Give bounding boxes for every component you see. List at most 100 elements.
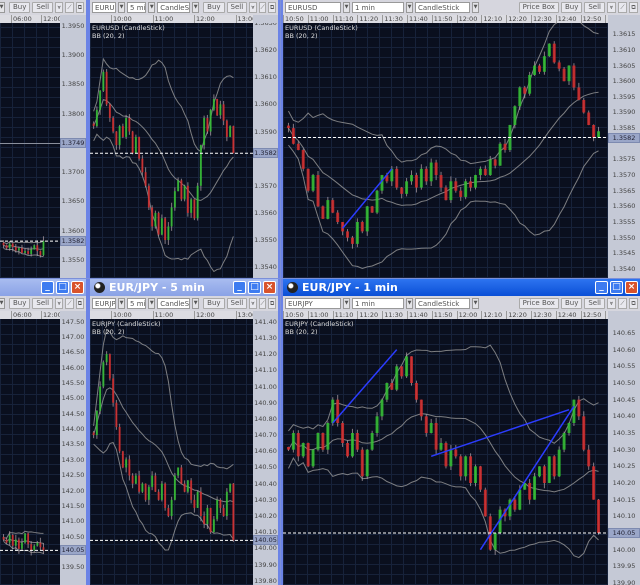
chevron-down-icon[interactable]: ▼ <box>118 298 126 309</box>
price-axis[interactable]: 1.3630 1.3620 1.3610 1.3600 1.3590 1.3570 1.35… <box>253 23 278 278</box>
line-tool-icon[interactable]: ⟋ <box>65 2 74 13</box>
price-axis[interactable]: 140.65 140.60 140.55 140.50 140.45 140.40 140.… <box>608 319 640 585</box>
candle-body <box>196 491 199 508</box>
candle-body <box>17 539 20 549</box>
chevron-down-icon[interactable]: ▼ <box>0 298 5 309</box>
bollinger-middle-band <box>93 99 234 201</box>
chart-type-select[interactable]: CandleStick <box>157 2 191 13</box>
chevron-down-icon[interactable]: ▼ <box>472 298 479 309</box>
buy-button[interactable]: Buy <box>560 298 583 309</box>
interval-select[interactable]: 1 min <box>352 298 404 309</box>
candle-body <box>141 483 144 492</box>
chevron-down-icon[interactable]: ▼ <box>148 2 156 13</box>
draw-tools-icon[interactable]: ⩔ <box>607 298 616 309</box>
detach-window-icon[interactable]: ⧉ <box>75 298 85 309</box>
symbol-select[interactable]: EURUSD <box>285 2 341 13</box>
sell-button[interactable]: Sell <box>32 2 54 13</box>
chart-window[interactable]: ▼BuySell⩔⟋⧉06:0012:001.39501.39001.38501… <box>0 0 88 278</box>
buy-button[interactable]: Buy <box>9 2 31 13</box>
sell-button[interactable]: Sell <box>584 2 605 13</box>
candle-body <box>42 241 45 256</box>
line-tool-icon[interactable]: ⟋ <box>258 298 267 309</box>
chevron-down-icon[interactable]: ▼ <box>0 2 5 13</box>
symbol-select[interactable]: EURUSD <box>92 2 117 13</box>
chevron-down-icon[interactable]: ▼ <box>118 2 126 13</box>
draw-tools-icon[interactable]: ⩔ <box>55 298 64 309</box>
chevron-down-icon[interactable]: ▼ <box>343 298 350 309</box>
interval-select[interactable]: 5 min <box>127 298 147 309</box>
chart-type-select[interactable]: CandleStick <box>415 298 470 309</box>
chart-type-select[interactable]: CandleStick <box>415 2 470 13</box>
chevron-down-icon[interactable]: ▼ <box>406 2 413 13</box>
minimize-button[interactable]: _ <box>41 281 54 294</box>
interval-select[interactable]: 5 min <box>127 2 147 13</box>
buy-button[interactable]: Buy <box>560 2 583 13</box>
buy-button[interactable]: Buy <box>9 298 31 309</box>
sell-button[interactable]: Sell <box>32 298 54 309</box>
close-button[interactable]: × <box>625 281 638 294</box>
chart-window[interactable]: EUR/JPY - 5 min_□×EURJPY▼5 min▼CandleSti… <box>88 279 280 585</box>
symbol-select[interactable]: EURJPY <box>92 298 117 309</box>
price-axis[interactable]: 1.3615 1.3610 1.3605 1.3600 1.3595 1.3590 1.35… <box>608 23 640 278</box>
price-chart[interactable]: EURJPY (CandleStick) BB (20, 2) <box>283 319 608 585</box>
candle-body <box>2 536 5 540</box>
candle-body <box>311 449 315 467</box>
close-button[interactable]: × <box>263 281 276 294</box>
candle-body <box>562 433 566 450</box>
bollinger-lower-band <box>3 247 44 258</box>
detach-window-icon[interactable]: ⧉ <box>268 298 276 309</box>
detach-window-icon[interactable]: ⧉ <box>268 2 276 13</box>
price-axis[interactable]: 147.50 147.00 146.50 146.00 145.50 145.00 144.… <box>60 319 86 585</box>
candle-body <box>341 423 345 443</box>
price-chart[interactable] <box>0 319 60 585</box>
chevron-down-icon[interactable]: ▼ <box>192 2 200 13</box>
chevron-down-icon[interactable]: ▼ <box>343 2 350 13</box>
line-tool-icon[interactable]: ⟋ <box>618 2 627 13</box>
price-chart[interactable] <box>0 23 60 278</box>
price-chart[interactable]: EURUSD (CandleStick) BB (20, 2) <box>283 23 608 278</box>
price-chart[interactable]: EURUSD (CandleStick) BB (20, 2) <box>90 23 253 278</box>
chart-window[interactable]: EUR/JPY - 1 min _ □ × EURJPY ▼ 1 min ▼ CandleSti… <box>281 279 640 585</box>
maximize-button[interactable]: □ <box>248 281 261 294</box>
sell-button[interactable]: Sell <box>226 2 248 13</box>
line-tool-icon[interactable]: ⟋ <box>65 298 74 309</box>
chart-window[interactable]: EURUSD▼5 min▼CandleStick▼BuySell⩔⟋⧉10:00… <box>88 0 280 278</box>
minimize-button[interactable]: _ <box>233 281 246 294</box>
price-axis[interactable]: 1.3950 1.3900 1.3850 1.3800 1.3700 1.3650 1.36… <box>60 23 86 278</box>
detach-window-icon[interactable]: ⧉ <box>629 298 638 309</box>
candle-body <box>296 433 300 457</box>
buy-button[interactable]: Buy <box>203 298 225 309</box>
candle-body <box>196 185 199 219</box>
price-box-button[interactable]: Price Box <box>518 2 559 13</box>
interval-select[interactable]: 1 min <box>352 2 404 13</box>
chevron-down-icon[interactable]: ▼ <box>406 298 413 309</box>
detach-window-icon[interactable]: ⧉ <box>629 2 638 13</box>
symbol-select[interactable]: EURJPY <box>285 298 341 309</box>
line-tool-icon[interactable]: ⟋ <box>618 298 627 309</box>
draw-tools-icon[interactable]: ⩔ <box>249 2 257 13</box>
close-button[interactable]: × <box>71 281 84 294</box>
detach-window-icon[interactable]: ⧉ <box>75 2 85 13</box>
chart-type-select[interactable]: CandleStick <box>157 298 191 309</box>
price-box-button[interactable]: Price Box <box>518 298 559 309</box>
sell-button[interactable]: Sell <box>226 298 248 309</box>
price-tick-label: 140.65 <box>612 329 636 337</box>
maximize-button[interactable]: □ <box>56 281 69 294</box>
draw-tools-icon[interactable]: ⩔ <box>55 2 64 13</box>
price-chart[interactable]: EURJPY (CandleStick) BB (20, 2) <box>90 319 253 585</box>
minimize-button[interactable]: _ <box>595 281 608 294</box>
draw-tools-icon[interactable]: ⩔ <box>249 298 257 309</box>
price-tick-label: 143.50 <box>61 440 85 449</box>
maximize-button[interactable]: □ <box>610 281 623 294</box>
price-tick-label: 141.00 <box>254 382 277 391</box>
draw-tools-icon[interactable]: ⩔ <box>607 2 616 13</box>
chart-window[interactable]: EURUSD ▼ 1 min ▼ CandleStick ▼ Price Box Buy Sel… <box>281 0 640 278</box>
line-tool-icon[interactable]: ⟋ <box>258 2 267 13</box>
chevron-down-icon[interactable]: ▼ <box>472 2 479 13</box>
chevron-down-icon[interactable]: ▼ <box>148 298 156 309</box>
price-axis[interactable]: 141.40 141.30 141.20 141.10 141.00 140.90 140.… <box>253 319 278 585</box>
buy-button[interactable]: Buy <box>203 2 225 13</box>
chevron-down-icon[interactable]: ▼ <box>192 298 200 309</box>
sell-button[interactable]: Sell <box>584 298 605 309</box>
